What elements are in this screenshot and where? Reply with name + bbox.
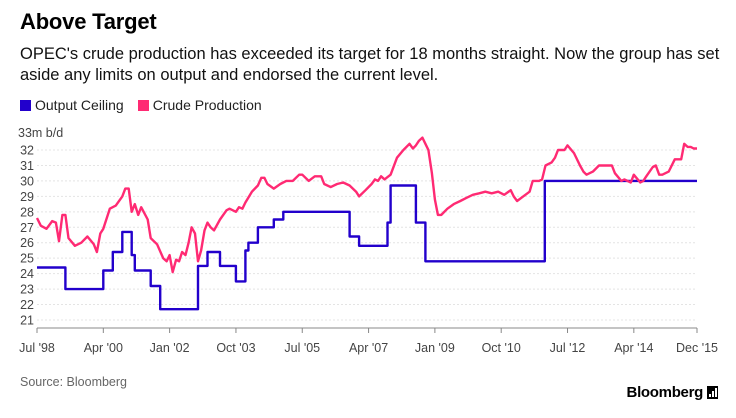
y-tick-label: 23 bbox=[20, 283, 34, 297]
y-tick-label: 26 bbox=[20, 236, 34, 250]
y-tick-label: 22 bbox=[20, 298, 34, 312]
y-tick-label: 30 bbox=[20, 174, 34, 188]
y-tick-label: 29 bbox=[20, 190, 34, 204]
chart-subtitle: OPEC's crude production has exceeded its… bbox=[20, 45, 720, 84]
x-tick-label: Jul '98 bbox=[19, 341, 55, 355]
x-tick-label: Jan '09 bbox=[415, 341, 455, 355]
x-tick-label: Apr '14 bbox=[614, 341, 653, 355]
x-tick-label: Oct '03 bbox=[216, 341, 255, 355]
y-tick-label: 27 bbox=[20, 221, 34, 235]
y-axis-label: 33m b/d bbox=[18, 126, 63, 140]
x-tick-label: Apr '00 bbox=[84, 341, 123, 355]
y-tick-label: 31 bbox=[20, 159, 34, 173]
legend: Output Ceiling Crude Production bbox=[20, 97, 276, 113]
chart-title: Above Target bbox=[20, 9, 157, 34]
legend-item-crude-production: Crude Production bbox=[137, 97, 262, 113]
chart-mark-bar bbox=[715, 388, 717, 397]
source-note: Source: Bloomberg bbox=[20, 375, 128, 389]
y-tick-label: 32 bbox=[20, 144, 34, 158]
x-tick-label: Jan '02 bbox=[150, 341, 190, 355]
y-tick-label: 21 bbox=[20, 314, 34, 328]
legend-label-crude-production: Crude Production bbox=[152, 97, 262, 113]
series-line-output-ceiling bbox=[37, 179, 697, 311]
y-tick-label: 24 bbox=[20, 267, 34, 281]
chart-mark-bar bbox=[712, 391, 714, 397]
y-tick-label: 25 bbox=[20, 252, 34, 266]
legend-swatch-crude-production bbox=[137, 99, 149, 111]
x-tick-label: Oct '10 bbox=[482, 341, 521, 355]
chart-mark-icon bbox=[707, 386, 718, 399]
x-tick-label: Jul '12 bbox=[550, 341, 586, 355]
x-tick-label: Dec '15 bbox=[676, 341, 718, 355]
bloomberg-logo: Bloomberg bbox=[627, 384, 718, 401]
brand-name: Bloomberg bbox=[626, 384, 704, 401]
x-tick-label: Apr '07 bbox=[349, 341, 388, 355]
series-line-crude-production bbox=[35, 136, 697, 274]
chart-mark-bar bbox=[709, 394, 711, 397]
legend-swatch-output-ceiling bbox=[20, 99, 31, 111]
legend-label-output-ceiling: Output Ceiling bbox=[35, 97, 124, 113]
legend-item-output-ceiling: Output Ceiling bbox=[20, 97, 124, 113]
x-tick-label: Jul '05 bbox=[284, 341, 320, 355]
y-tick-label: 28 bbox=[20, 205, 34, 219]
